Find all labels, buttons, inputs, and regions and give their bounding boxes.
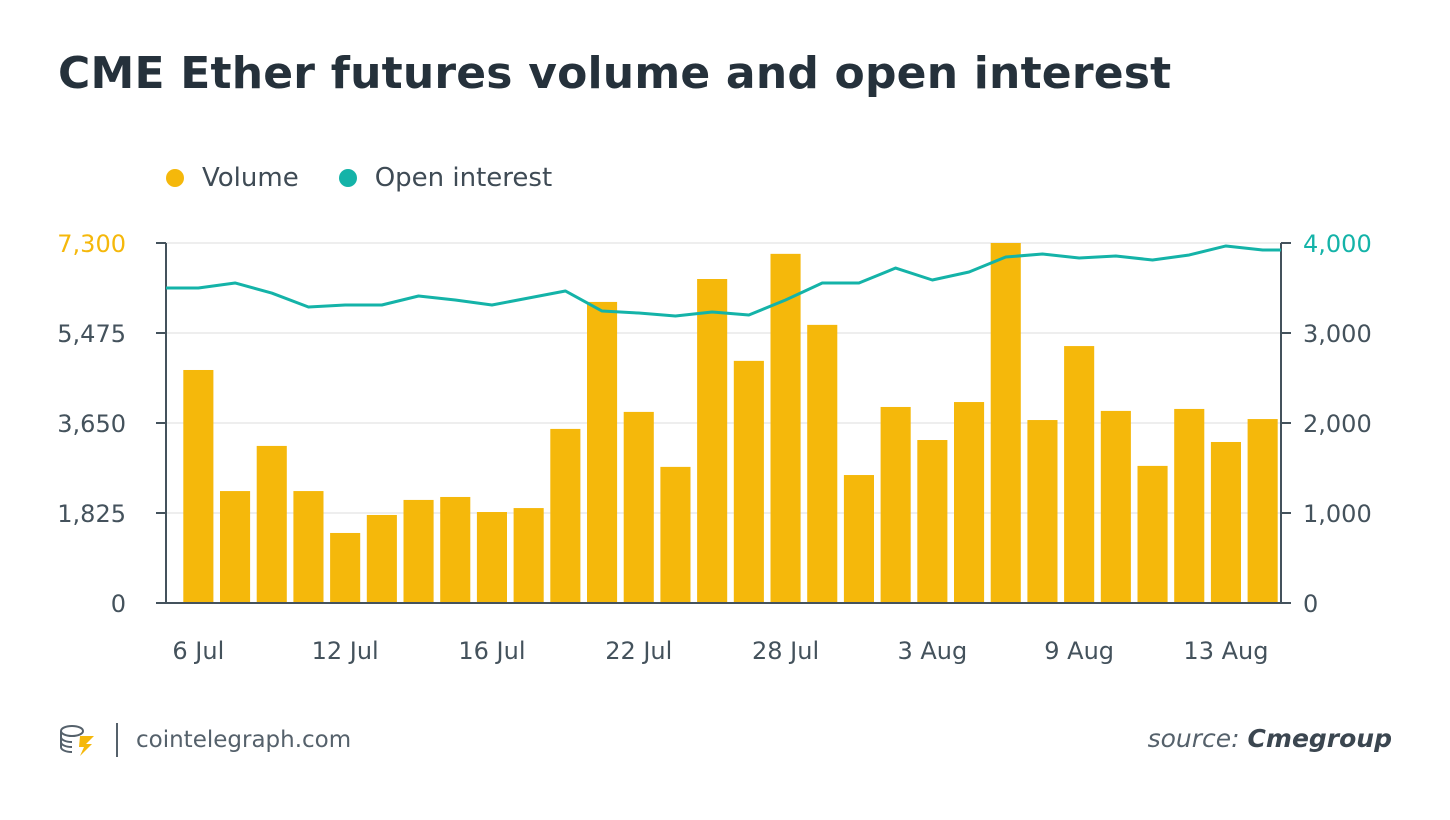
x-tick-label: 12 Jul <box>312 637 379 665</box>
y-left-tick-label: 5,475 <box>57 320 126 348</box>
bar-volume <box>917 440 948 603</box>
bar-volume <box>954 402 985 603</box>
bar-volume <box>1174 408 1205 603</box>
legend: Volume Open interest <box>166 163 552 193</box>
y-left-tick-label: 7,300 <box>57 230 126 258</box>
y-right-tick-label: 3,000 <box>1303 320 1372 348</box>
bar-volume <box>330 532 361 603</box>
bar-volume <box>1064 346 1095 603</box>
cointelegraph-logo-icon <box>60 725 94 756</box>
bar-volume <box>1027 420 1058 603</box>
y-right-tick-label: 4,000 <box>1303 230 1372 258</box>
bar-volume <box>256 445 287 603</box>
legend-item-open-interest: Open interest <box>338 163 553 193</box>
bar-volume <box>476 512 507 603</box>
legend-dot-open-interest <box>338 169 357 187</box>
bar-volume <box>1100 410 1131 603</box>
y-right-tick-label: 2,000 <box>1303 410 1372 438</box>
source-prefix: source: <box>1147 724 1240 753</box>
bar-volume <box>550 428 581 603</box>
x-tick-label: 22 Jul <box>605 637 672 665</box>
bar-volume <box>733 360 764 603</box>
site-name: cointelegraph.com <box>136 727 352 753</box>
bar-volume <box>697 279 728 603</box>
x-tick-label: 16 Jul <box>458 637 525 665</box>
bar-volume <box>770 253 801 604</box>
bar-volume <box>403 499 434 603</box>
y-right-tick-label: 0 <box>1303 590 1318 618</box>
chart-title: CME Ether futures volume and open intere… <box>58 48 1172 99</box>
bar-volume <box>293 491 324 603</box>
bar-volume <box>440 496 471 603</box>
bar-volume <box>990 243 1021 603</box>
legend-item-volume: Volume <box>166 163 299 193</box>
footer-brand: cointelegraph.com <box>58 722 351 758</box>
bar-volume <box>1210 441 1241 603</box>
bar-volume <box>220 491 251 603</box>
bar-volume <box>807 324 838 603</box>
x-tick-label: 28 Jul <box>752 637 819 665</box>
bar-volume <box>1247 419 1278 603</box>
bar-volume <box>513 508 544 603</box>
x-tick-label: 6 Jul <box>172 637 224 665</box>
bar-volume <box>880 406 911 603</box>
y-left-tick-label: 0 <box>111 590 126 618</box>
bar-volume <box>843 475 874 603</box>
x-tick-label: 13 Aug <box>1183 637 1268 665</box>
source-name: Cmegroup <box>1247 724 1392 753</box>
legend-label-volume: Volume <box>202 163 299 193</box>
line-open-interest <box>166 244 1281 318</box>
bar-volume <box>366 514 397 603</box>
bar-volume <box>587 301 618 603</box>
bar-volume <box>660 466 691 603</box>
x-tick-label: 3 Aug <box>897 637 967 665</box>
legend-dot-volume <box>166 169 184 187</box>
footer-divider <box>116 723 118 757</box>
bar-volume <box>623 411 654 603</box>
y-left-tick-label: 1,825 <box>57 500 126 528</box>
source-credit: source: Cmegroup <box>1148 724 1392 753</box>
bar-volume <box>183 369 214 603</box>
y-right-tick-label: 1,000 <box>1303 500 1372 528</box>
legend-label-open-interest: Open interest <box>374 163 553 193</box>
x-tick-label: 9 Aug <box>1044 637 1114 665</box>
y-left-tick-label: 3,650 <box>57 410 126 438</box>
bar-volume <box>1137 465 1168 603</box>
